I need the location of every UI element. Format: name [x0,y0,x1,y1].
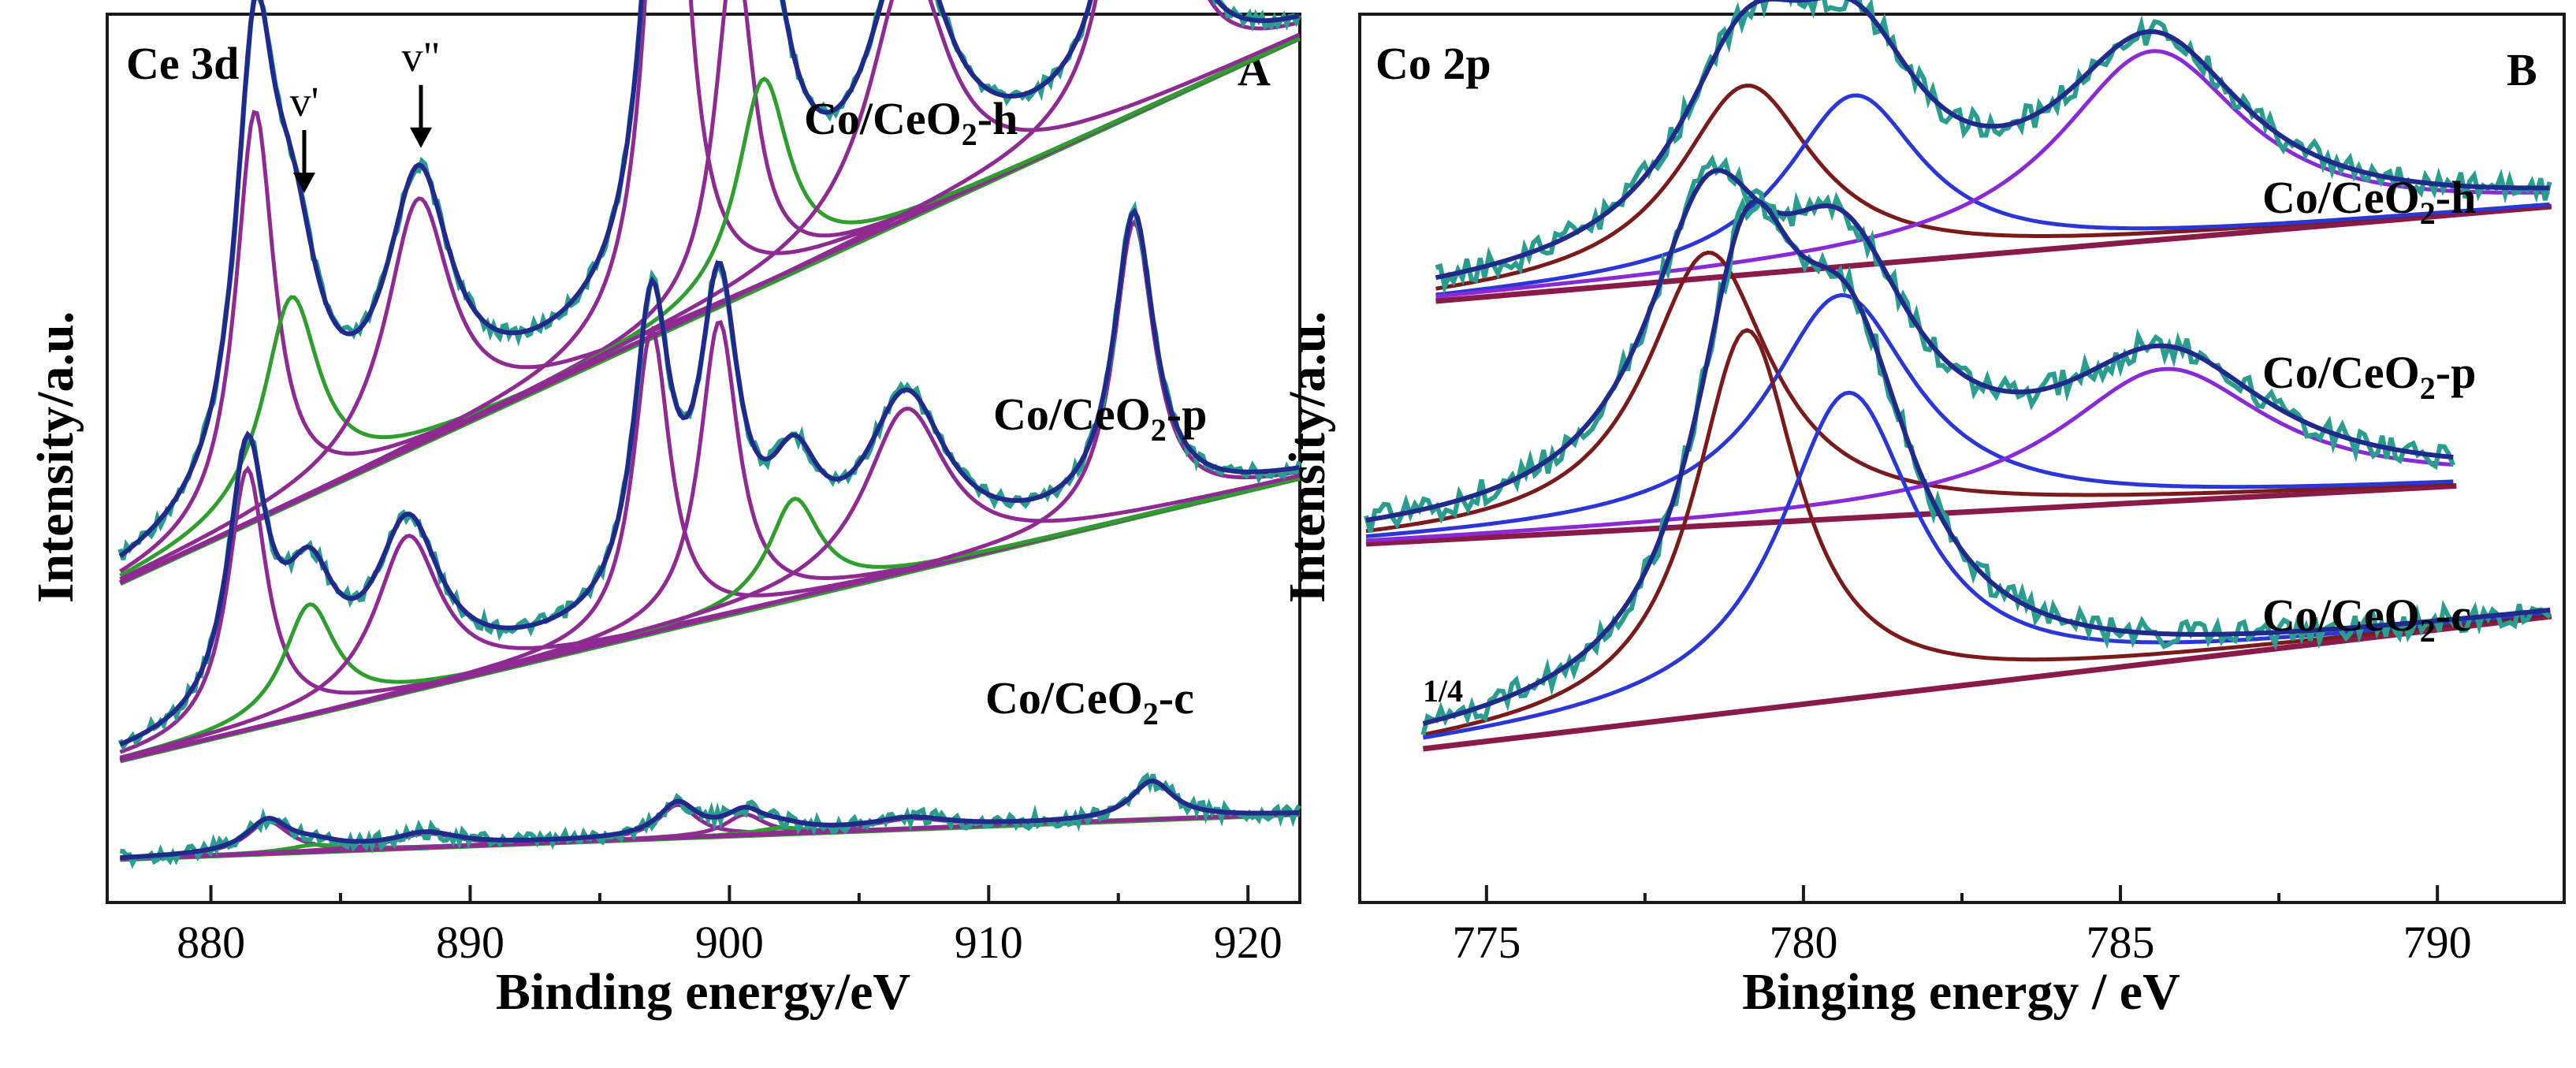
spectrum-co-ceo2-c [1420,196,2552,752]
panel-b-x-ticks: 775 780 785 790 [1452,885,2472,968]
raw-data-line [1435,0,2552,295]
spectrum-co-ceo2-p [117,200,1302,764]
x-tick-label: 775 [1452,917,1521,968]
peak-label: v" [401,33,440,80]
component-peak [1365,250,2454,534]
x-tick-label: 785 [2086,917,2155,968]
x-tick-label: 880 [177,917,245,968]
background-line [1365,483,2457,547]
x-tick-label: 890 [436,917,504,968]
envelope-fit-line [120,778,1300,861]
panel-b-letter: B [2507,44,2537,95]
envelope-fit-line [119,207,1300,747]
sample-label: Co/CeO2-p [2262,347,2476,406]
panel-b-title: Co 2p [1375,38,1491,89]
panel-a-x-axis-label: Binding energy/eV [496,963,910,1021]
panel-a-plot-area [117,0,1302,869]
background-line [1435,203,2552,304]
component-peak [1422,328,2551,737]
panel-b-plot-area [1364,0,2552,752]
spectrum-co-ceo2-h [1435,0,2552,304]
sample-label: Co/CeO2-c [985,672,1194,731]
panel-b-scale-annotation: 1/4 [1423,673,1463,709]
sample-label: Co/CeO2-h [2262,172,2476,231]
spectrum-co-ceo2-p [1364,154,2457,547]
background-line [1422,613,2552,752]
x-tick-label: 790 [2403,917,2472,968]
panel-b-y-axis-label: Intensity/a.u. [1279,311,1336,603]
panel-a-y-axis-label: Intensity/a.u. [27,311,84,603]
peak-arrowhead [292,173,315,194]
panel-a-sample-labels: Co/CeO2-h Co/CeO2-p Co/CeO2-c [804,93,1207,731]
x-tick-label: 900 [695,917,764,968]
panel-b-co2p: Co 2p B Binging energy / eV Intensity/a.… [1279,0,2566,1021]
panel-b-x-axis-label: Binging energy / eV [1742,963,2180,1021]
x-tick-label: 780 [1769,917,1837,968]
panel-b-sample-labels: Co/CeO2-h Co/CeO2-p Co/CeO2-c [2262,172,2476,649]
panel-a-peak-labels: vv'v"v'''uu'u"u''' [290,33,441,194]
peak-label: v' [290,78,319,125]
envelope-fit-line [1365,168,2454,523]
panel-a-x-ticks: 880 890 900 910 920 [177,885,1282,968]
component-peak [1435,93,2550,297]
sample-label: Co/CeO2-p [993,389,1207,448]
panel-a-frame [106,13,1301,904]
panel-a-ce3d: Ce 3d A Binding energy/eV Intensity/a.u.… [27,0,1302,1021]
spectrum-co-ceo2-c [119,772,1301,869]
x-tick-label: 910 [955,917,1023,968]
envelope-fit-line [118,0,1300,558]
envelope-fit-line [1422,198,2551,726]
sample-label: Co/CeO2-c [2262,590,2471,649]
component-peak [1365,292,2454,538]
x-tick-label: 920 [1214,917,1282,968]
component-peak [1365,367,2454,543]
peak-arrowhead [409,127,432,148]
sample-label: Co/CeO2-h [804,93,1018,152]
panel-a-title: Ce 3d [126,38,239,89]
envelope-fit-line [1435,0,2550,281]
